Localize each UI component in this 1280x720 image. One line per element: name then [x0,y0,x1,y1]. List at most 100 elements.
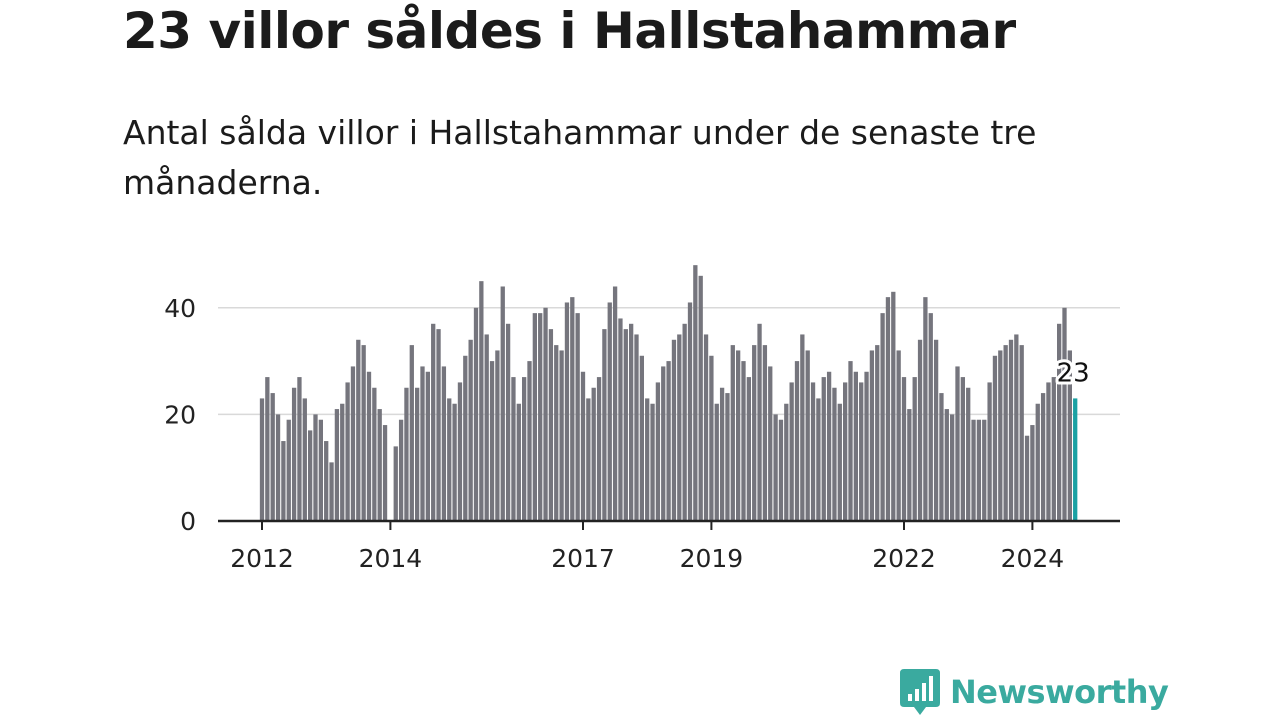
bar [441,366,447,521]
bar [917,339,923,521]
bar [757,323,762,521]
bar [880,313,885,521]
bar [982,419,987,521]
bar [607,302,612,521]
bar [275,414,281,521]
bar [650,403,655,521]
bar [741,361,746,521]
bar [810,382,816,521]
bar [366,371,372,521]
bar [447,398,452,521]
x-tick-label: 2019 [680,544,744,573]
x-tick-label: 2012 [230,544,294,573]
bar [693,265,698,521]
bar [538,313,543,521]
bar [933,339,939,521]
bar-highlight [1073,398,1078,521]
bar [971,419,976,521]
chart-subtitle: Antal sålda villor i Hallstahammar under… [123,113,1037,202]
bar [992,355,998,521]
bar [714,403,719,521]
bar [805,350,810,521]
bar-chart-logo-icon [900,669,940,715]
bar [832,387,837,521]
bar [340,403,345,521]
bar [350,366,356,521]
bar [602,329,607,521]
bar [404,387,409,521]
bar [843,382,848,521]
bar [655,382,661,521]
bar [329,462,334,521]
bar [591,387,596,521]
bar [800,334,805,521]
bar [976,419,982,521]
x-tick-label: 2014 [359,544,423,573]
bar [479,281,484,521]
bar [468,339,473,521]
bar [415,387,420,521]
bar [789,382,794,521]
bar [559,350,564,521]
bar [864,371,869,521]
brand-name: Newsworthy [950,673,1169,711]
bar [875,345,880,521]
brand-logo: Newsworthy [900,668,1169,716]
bar [837,403,842,521]
bar [473,307,479,521]
bar [575,313,580,521]
bar [703,334,709,521]
bar [784,403,789,521]
bar [425,371,430,521]
bar [944,409,949,521]
bar [661,366,666,521]
bar [286,419,291,521]
bar [527,361,532,521]
bar [302,398,307,521]
bar [794,361,800,521]
bar [318,419,323,521]
bar [891,291,896,521]
bar [746,377,751,521]
bar [548,329,554,521]
bar [570,297,575,521]
bar [382,425,388,521]
bar [377,409,382,521]
bar [848,361,853,521]
bar [586,398,591,521]
bar [484,334,489,521]
bar [736,350,741,521]
y-tick-label: 40 [164,294,196,323]
bar [618,318,623,521]
highlight-value-label: 23 [1057,358,1090,388]
bar [928,313,933,521]
y-tick-label: 20 [164,400,196,429]
bar [334,409,340,521]
x-tick-label: 2024 [1001,544,1065,573]
bar [420,366,425,521]
bar [1008,339,1014,521]
bar [463,355,468,521]
bar [955,366,960,521]
bar [511,377,516,521]
bar [431,323,436,521]
bar [324,441,329,521]
bar [768,366,773,521]
bar [270,393,275,521]
bar [826,371,832,521]
bar [356,339,361,521]
bar [554,345,559,521]
bar [596,377,602,521]
bar [960,377,965,521]
bar [752,345,757,521]
bar [987,382,992,521]
bar [885,297,891,521]
bar [259,398,265,521]
bar [859,382,864,521]
bar [291,387,297,521]
bar [1046,382,1051,521]
bar [398,419,404,521]
bar [677,334,682,521]
bar [966,387,971,521]
bar [907,409,912,521]
